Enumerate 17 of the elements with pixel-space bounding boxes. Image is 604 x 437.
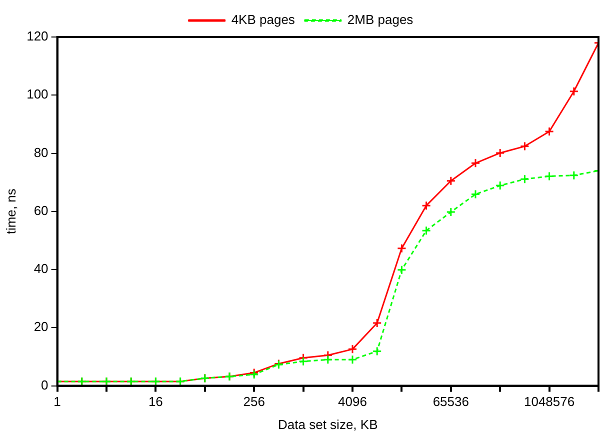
y-tick-label: 20 bbox=[34, 319, 48, 334]
y-tick-label: 100 bbox=[26, 86, 48, 102]
y-axis-title: time, ns bbox=[3, 188, 18, 234]
y-tick-label: 40 bbox=[34, 261, 48, 276]
legend-label: 2MB pages bbox=[347, 12, 414, 28]
legend-label: 4KB pages bbox=[231, 12, 296, 28]
x-tick-label: 256 bbox=[243, 394, 265, 410]
x-axis-title: Data set size, KB bbox=[278, 416, 378, 432]
y-tick-label: 80 bbox=[34, 144, 48, 160]
x-tick-label: 4096 bbox=[338, 394, 367, 410]
x-tick-label: 1048576 bbox=[524, 394, 575, 410]
y-tick-label: 120 bbox=[26, 28, 48, 44]
y-tick-label: 60 bbox=[34, 202, 48, 218]
x-tick-label: 1 bbox=[54, 394, 61, 410]
y-tick-label: 0 bbox=[41, 377, 48, 392]
x-tick-label: 65536 bbox=[432, 394, 469, 410]
x-tick-label: 16 bbox=[148, 394, 163, 410]
